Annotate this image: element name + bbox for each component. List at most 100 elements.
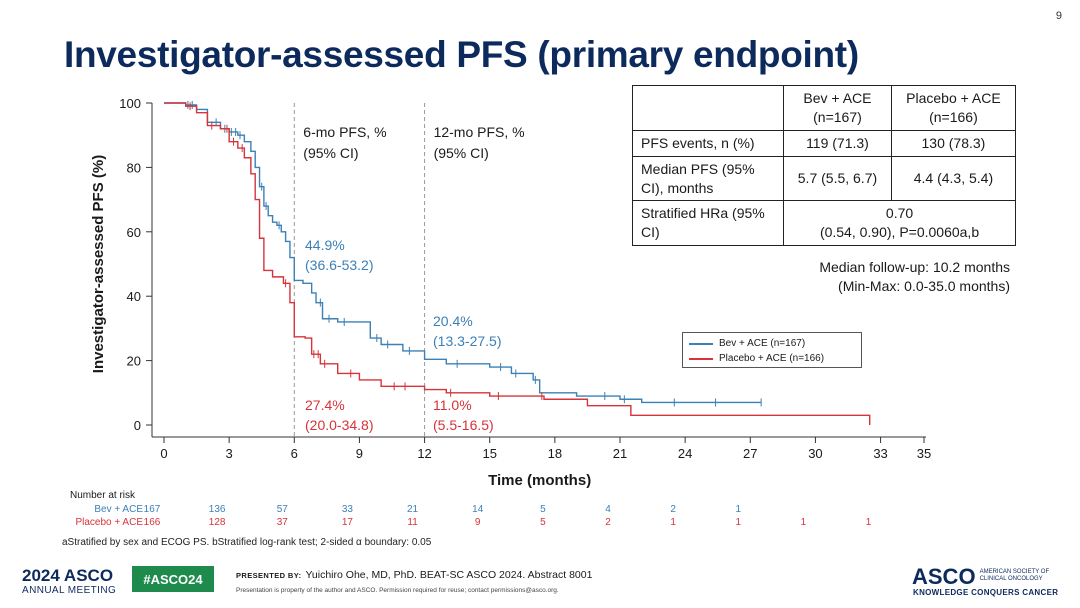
x-tick-label: 18 (548, 446, 562, 461)
slide-title: Investigator-assessed PFS (primary endpo… (64, 34, 859, 75)
risk-count-placebo: 37 (277, 517, 289, 528)
risk-count-bev: 4 (605, 504, 611, 515)
median-followup: Median follow-up: 10.2 months (Min-Max: … (760, 258, 1010, 297)
legend-swatch-bev (689, 342, 713, 345)
x-tick-label: 3 (226, 446, 233, 461)
risk-count-bev: 33 (342, 504, 354, 515)
risk-count-placebo: 1 (670, 517, 676, 528)
x-tick-label: 27 (743, 446, 757, 461)
x-tick-label: 9 (356, 446, 363, 461)
x-tick-label: 30 (808, 446, 822, 461)
x-axis-title: Time (months) (488, 472, 591, 489)
hazard-ratio-value: 0.70 (885, 205, 914, 222)
reference-label-6mo: 6-mo PFS, % (303, 124, 386, 140)
table-header-bev: Bev + ACE (n=167) (783, 85, 892, 131)
legend-swatch-placebo (689, 357, 713, 360)
pfs-events-bev: 119 (71.3) (783, 129, 892, 157)
km-curve-placebo (164, 102, 871, 425)
number-at-risk-header: Number at risk (70, 490, 136, 501)
legend-item-placebo: Placebo + ACE (n=166) (689, 351, 855, 366)
meeting-subtitle: ANNUAL MEETING (22, 585, 117, 596)
risk-count-placebo: 1 (866, 517, 872, 528)
legend-label-placebo: Placebo + ACE (n=166) (719, 353, 825, 364)
table-corner-cell (631, 85, 785, 131)
risk-count-placebo: 17 (342, 517, 354, 528)
reference-label-12mo: 12-mo PFS, % (434, 124, 525, 140)
table-row: Stratified HRa (95% CI) 0.70 (0.54, 0.90… (631, 200, 1016, 247)
legend-label-bev: Bev + ACE (n=167) (719, 338, 806, 349)
table-row: Median PFS (95% CI), months 5.7 (5.5, 6.… (631, 155, 1017, 202)
annotation-bev-6mo-ci: (36.6-53.2) (305, 257, 373, 273)
risk-count-placebo: 9 (475, 517, 481, 528)
asco-annual-meeting-logo: 2024 ASCO ANNUAL MEETING (22, 567, 116, 596)
annotation-placebo-6mo-ci: (20.0-34.8) (305, 417, 373, 433)
disclaimer: Presentation is property of the author a… (236, 587, 559, 594)
annotation-bev-6mo-value: 44.9% (305, 237, 345, 253)
meeting-brand: ASCO (63, 566, 114, 585)
y-tick-label: 60 (127, 225, 141, 240)
reference-ci-label-6mo: (95% CI) (303, 145, 358, 161)
risk-count-placebo: 128 (209, 517, 226, 528)
page-number: 9 (1055, 10, 1062, 22)
risk-count-bev: 2 (670, 504, 676, 515)
followup-line-2: (Min-Max: 0.0-35.0 months) (838, 278, 1010, 295)
risk-count-placebo: 166 (144, 517, 161, 528)
median-pfs-placebo: 4.4 (4.3, 5.4) (890, 155, 1017, 202)
hazard-ratio-ci: (0.54, 0.90), P=0.0060a,b (819, 224, 980, 241)
risk-count-placebo: 5 (540, 517, 546, 528)
asco-society-logo: ASCO AMERICAN SOCIETY OF CLINICAL ONCOLO… (912, 566, 1050, 588)
row-label-hazard-ratio: Stratified HRa (95% CI) (631, 200, 785, 247)
annotation-placebo-12mo-ci: (5.5-16.5) (433, 417, 494, 433)
y-tick-label: 0 (134, 418, 141, 433)
chart-legend: Bev + ACE (n=167) Placebo + ACE (n=166) (682, 332, 862, 368)
hashtag-badge: #ASCO24 (132, 566, 214, 592)
x-tick-label: 24 (678, 446, 692, 461)
risk-row-label-placebo: Placebo + ACE (75, 517, 143, 528)
annotation-bev-12mo-ci: (13.3-27.5) (433, 333, 501, 349)
presented-by-label: PRESENTED BY: (236, 571, 302, 580)
risk-count-bev: 57 (277, 504, 289, 515)
asco-logo-word: ASCO (912, 564, 976, 589)
presenter-line: PRESENTED BY: Yuichiro Ohe, MD, PhD. BEAT… (236, 569, 592, 581)
y-tick-label: 80 (127, 160, 141, 175)
hazard-ratio-cell: 0.70 (0.54, 0.90), P=0.0060a,b (783, 200, 1016, 247)
risk-row-label-bev: Bev + ACE (94, 504, 143, 515)
risk-count-bev: 136 (209, 504, 226, 515)
km-curve-bev (164, 102, 762, 404)
footnote: aStratified by sex and ECOG PS. bStratif… (62, 537, 432, 548)
median-pfs-bev: 5.7 (5.5, 6.7) (783, 155, 892, 202)
risk-count-placebo: 2 (605, 517, 611, 528)
annotation-bev-12mo-value: 20.4% (433, 313, 473, 329)
x-tick-label: 35 (917, 446, 931, 461)
legend-item-bev: Bev + ACE (n=167) (689, 336, 855, 351)
risk-count-bev: 167 (144, 504, 161, 515)
table-header-row: Bev + ACE (n=167) Placebo + ACE (n=166) (631, 85, 1017, 131)
y-tick-label: 100 (119, 96, 141, 111)
x-tick-label: 33 (873, 446, 887, 461)
table-row: PFS events, n (%) 119 (71.3) 130 (78.3) (631, 129, 1017, 157)
risk-count-placebo: 1 (801, 517, 807, 528)
risk-count-bev: 5 (540, 504, 546, 515)
risk-count-bev: 21 (407, 504, 419, 515)
x-tick-label: 15 (482, 446, 496, 461)
y-tick-label: 20 (127, 354, 141, 369)
risk-count-placebo: 11 (407, 517, 418, 528)
risk-count-bev: 14 (472, 504, 484, 515)
asco-logo-society: AMERICAN SOCIETY OF CLINICAL ONCOLOGY (979, 569, 1050, 582)
annotation-placebo-6mo-value: 27.4% (305, 397, 345, 413)
table-header-placebo: Placebo + ACE (n=166) (890, 85, 1017, 131)
x-tick-label: 0 (160, 446, 167, 461)
risk-count-bev: 1 (736, 504, 742, 515)
x-tick-label: 6 (291, 446, 298, 461)
pfs-events-placebo: 130 (78.3) (890, 129, 1017, 157)
y-tick-label: 40 (127, 289, 141, 304)
meeting-year: 2024 (22, 566, 60, 585)
presenter-text: Yuichiro Ohe, MD, PhD. BEAT-SC ASCO 2024… (305, 569, 593, 581)
row-label-median-pfs: Median PFS (95% CI), months (631, 155, 785, 202)
annotation-placebo-12mo-value: 11.0% (433, 397, 472, 413)
x-tick-label: 21 (613, 446, 627, 461)
reference-ci-label-12mo: (95% CI) (434, 145, 489, 161)
y-axis-title: Investigator-assessed PFS (%) (90, 155, 107, 373)
x-tick-label: 12 (417, 446, 431, 461)
